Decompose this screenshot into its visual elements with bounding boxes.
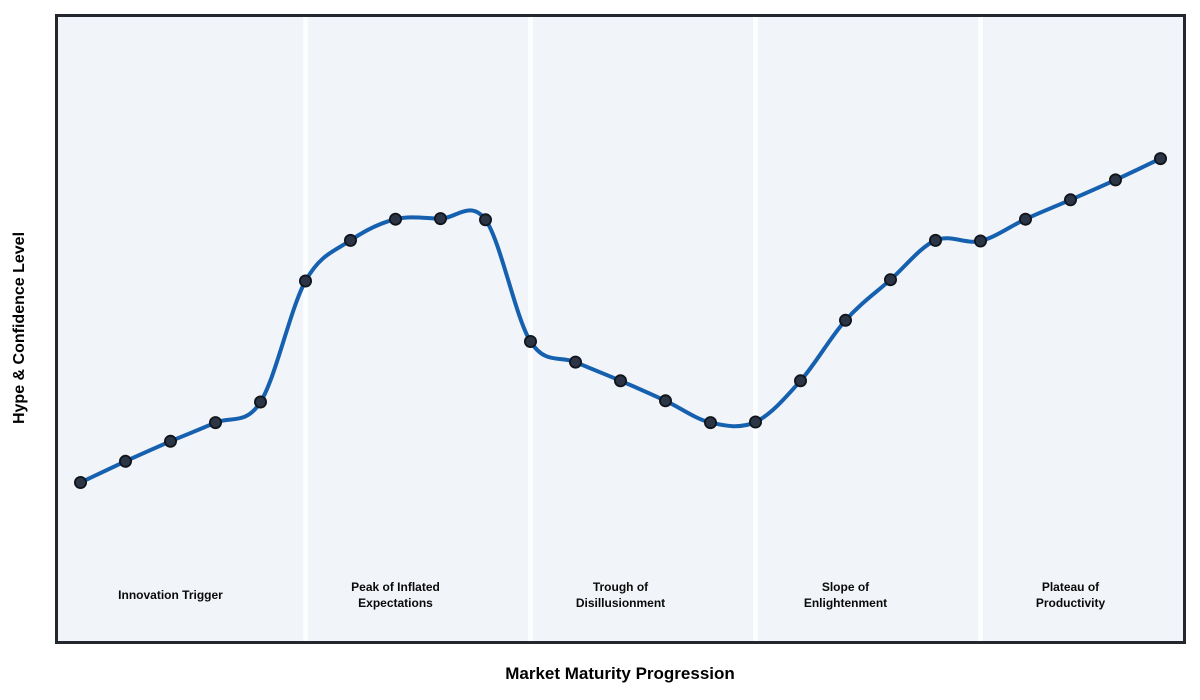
chart-panel: Innovation Trigger Peak of Inflated Expe… [55, 14, 1186, 644]
x-axis-label: Market Maturity Progression [505, 664, 735, 683]
data-point-marker [343, 233, 357, 247]
data-point-marker [1154, 152, 1168, 166]
data-point-marker [1064, 193, 1078, 207]
data-point-marker [388, 212, 402, 226]
hype-curve-svg [73, 17, 1168, 641]
data-point-marker [253, 395, 267, 409]
data-point-marker [1019, 212, 1033, 226]
phase-divider [303, 17, 308, 641]
data-point-marker [884, 273, 898, 287]
data-point-marker [164, 434, 178, 448]
data-point-marker [659, 394, 673, 408]
data-point-marker [929, 233, 943, 247]
data-point-marker [298, 274, 312, 288]
data-point-marker [794, 374, 808, 388]
data-point-marker [614, 374, 628, 388]
data-point-marker [478, 213, 492, 227]
hype-curve-line [78, 156, 1163, 485]
data-point-marker [974, 234, 988, 248]
data-point-marker [749, 415, 763, 429]
phase-divider [753, 17, 758, 641]
phase-divider [978, 17, 983, 641]
data-point-marker [704, 416, 718, 430]
data-point-marker [839, 313, 853, 327]
data-point-marker [73, 475, 87, 489]
data-point-marker [523, 334, 537, 348]
data-point-marker [433, 212, 447, 226]
data-point-marker [1109, 173, 1123, 187]
data-point-marker [208, 416, 222, 430]
phase-divider [528, 17, 533, 641]
data-point-marker [119, 454, 133, 468]
y-axis-label: Hype & Confidence Level [11, 231, 28, 425]
data-point-marker [568, 355, 582, 369]
